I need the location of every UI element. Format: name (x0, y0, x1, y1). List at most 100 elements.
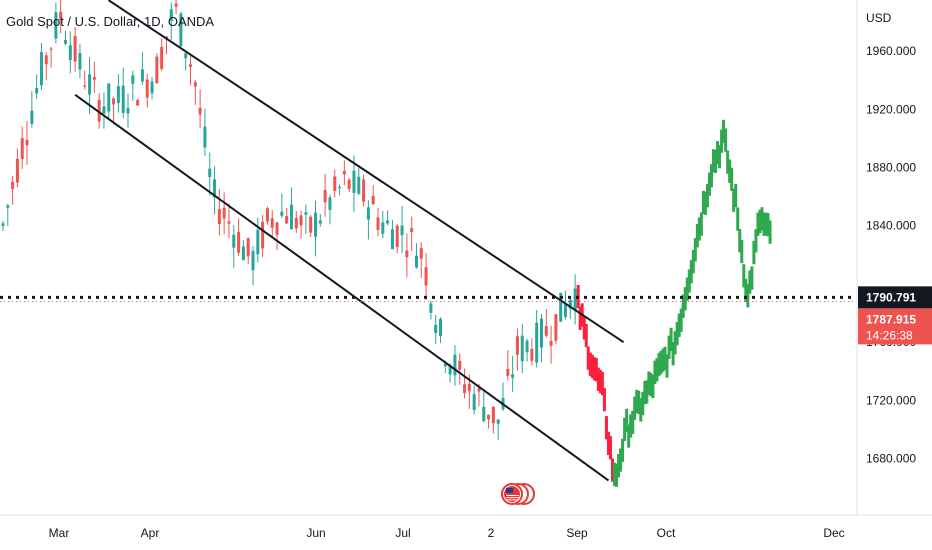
candle-body (559, 292, 563, 322)
candle-body (232, 234, 236, 248)
candle-body (482, 406, 486, 422)
projection-bar (693, 238, 697, 262)
projection-bar (699, 212, 703, 236)
candle-body (25, 139, 29, 146)
candle-body (11, 181, 15, 190)
x-tick-label: Dec (823, 526, 844, 540)
candle-body (275, 222, 279, 236)
candle-body (506, 368, 510, 376)
x-tick-label: Sep (566, 526, 588, 540)
projection-bar (675, 322, 679, 346)
candle-body (328, 197, 332, 210)
candle-body (342, 170, 346, 175)
candle-body (155, 56, 159, 84)
candle-body (35, 87, 39, 94)
projection-bar (645, 380, 649, 404)
candle-body (564, 303, 568, 318)
candle-body (150, 81, 154, 94)
projection-bar (613, 462, 617, 487)
y-tick-label: 1840.000 (866, 219, 916, 233)
projection-bar (643, 380, 647, 405)
candle-body (241, 246, 245, 260)
candle-body (251, 250, 255, 271)
channel-lower-line[interactable] (74, 93, 610, 482)
projection-bar (766, 213, 770, 237)
candle-body (410, 228, 414, 233)
projection-bar (703, 191, 707, 215)
candle-body (448, 365, 452, 375)
countdown-timer: 14:26:38 (866, 328, 913, 342)
candle-body (318, 220, 322, 224)
candle-body (429, 303, 433, 313)
candle-body (6, 205, 10, 208)
projection-bar (639, 398, 643, 422)
time-axis[interactable]: Mar Apr Jun Jul 2 Sep Oct Dec (49, 526, 845, 540)
projection-bar (588, 352, 592, 376)
flag-stripe (506, 495, 519, 496)
candle-body (400, 225, 404, 236)
candle-body (179, 13, 183, 47)
projection-bar (594, 358, 598, 382)
projection-bar (746, 284, 750, 308)
candle-body (458, 360, 462, 370)
projection-bar (637, 390, 641, 415)
x-tick-label: Oct (657, 526, 676, 540)
projection-bar (722, 119, 726, 144)
projection-bar (600, 371, 604, 396)
candle-body (434, 324, 438, 334)
candle-body (463, 384, 467, 394)
projection-bar (663, 346, 667, 371)
projection-bar (740, 239, 744, 264)
candle-body (112, 98, 116, 105)
candle-body (395, 225, 399, 247)
projection-bar (724, 128, 728, 152)
candle-body (544, 326, 548, 336)
price-axis[interactable]: 1680.0001720.0001760.0001840.0001880.000… (866, 44, 916, 466)
projection-bar (621, 438, 625, 462)
candle-body (376, 217, 380, 230)
projection-bar (760, 207, 764, 231)
y-tick-label: 1920.000 (866, 102, 916, 116)
y-tick-label: 1680.000 (866, 452, 916, 466)
projection-bar (617, 454, 621, 478)
flag-stripe (506, 497, 519, 499)
projection-bar (606, 431, 610, 456)
candle-body (193, 82, 197, 87)
candle-body (472, 394, 476, 410)
candle-body (357, 176, 361, 194)
projection-bar (754, 229, 758, 253)
projection-bar (649, 372, 653, 397)
projection-bar (582, 316, 586, 340)
projection-bar (716, 141, 720, 165)
candle-body (136, 100, 140, 106)
projection-bar (647, 371, 651, 395)
candle-body (299, 215, 303, 226)
last-price-value: 1787.915 (866, 312, 916, 326)
channel-upper-line[interactable] (107, 0, 625, 344)
level-badge-value: 1790.791 (866, 290, 916, 304)
projection-bar (705, 184, 709, 208)
projection-bar (720, 129, 724, 153)
candle-body (285, 215, 289, 224)
candle-body (554, 314, 558, 341)
projection-bar (619, 448, 623, 472)
candle-body (496, 419, 500, 424)
candle-body (30, 110, 34, 124)
candle-body (83, 85, 87, 87)
projection-bar (748, 270, 752, 294)
projection-bar (681, 294, 685, 318)
plot-area[interactable] (1, 0, 577, 440)
projection-bar (625, 408, 629, 432)
candle-body (525, 340, 529, 353)
candle-body (246, 238, 250, 257)
projection-bar (677, 313, 681, 337)
projection-bar (586, 346, 590, 370)
us-flag-event-icon[interactable] (501, 483, 535, 505)
projection-bar (685, 277, 689, 301)
projection-bar (669, 327, 673, 352)
candle-body (314, 212, 318, 237)
candle-body (54, 12, 58, 39)
candle-body (265, 208, 269, 222)
candle-body (549, 340, 553, 346)
